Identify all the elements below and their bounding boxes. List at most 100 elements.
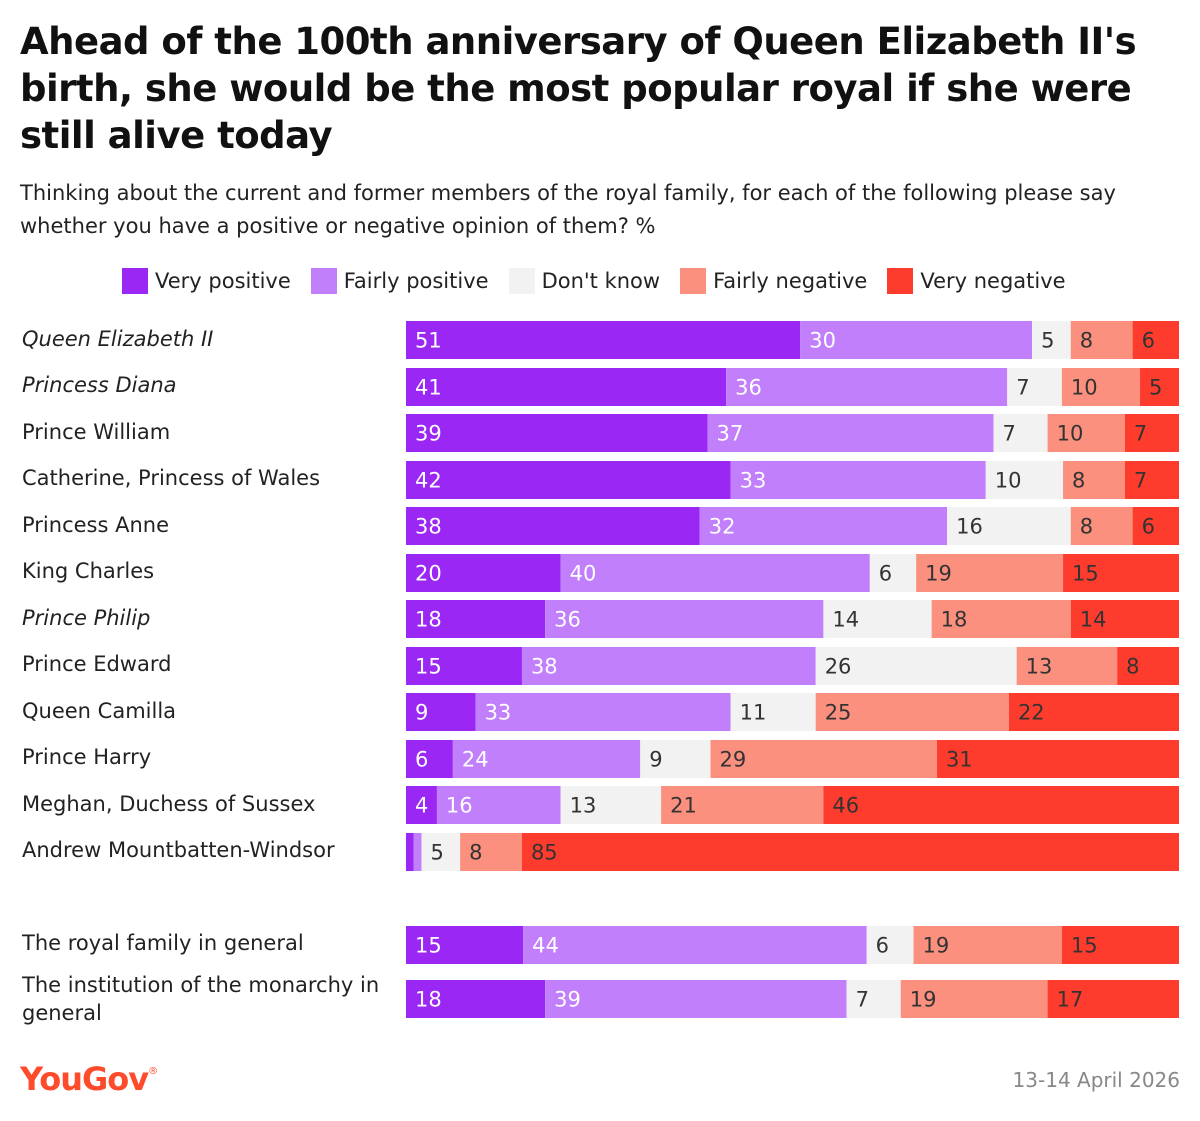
legend-item-4: Very negative [887, 268, 1066, 294]
data-label: 40 [570, 562, 597, 586]
data-label: 6 [879, 562, 892, 586]
data-label: 14 [1080, 608, 1107, 632]
legend-label: Don't know [541, 269, 661, 293]
bar-segment [1070, 600, 1179, 638]
data-label: 21 [670, 794, 697, 818]
data-label: 14 [832, 608, 859, 632]
bar-segment [947, 507, 1071, 545]
data-label: 29 [720, 748, 747, 772]
data-label: 16 [446, 794, 473, 818]
legend-swatch [310, 268, 337, 294]
legend-label: Fairly positive [343, 269, 489, 293]
data-label: 9 [649, 748, 662, 772]
legend-item-0: Very positive [122, 268, 291, 294]
bar-segment [699, 507, 948, 545]
bar-segment [436, 786, 561, 824]
data-label: 24 [462, 748, 489, 772]
data-label: 26 [825, 655, 852, 679]
bar-segment [730, 693, 816, 731]
legend: Very positive Fairly positive Don't know Fa… [122, 266, 1086, 296]
bar-segment [406, 461, 731, 499]
data-label: 6 [876, 934, 889, 958]
legend-swatch [508, 268, 535, 294]
bar-segment [406, 980, 546, 1018]
row-label: The institution of the monarchy in gener… [22, 973, 380, 1025]
bar-segment [869, 554, 917, 592]
data-label: 6 [1142, 515, 1155, 539]
bar-segment [1032, 321, 1071, 359]
data-label: 8 [1126, 655, 1139, 679]
legend-swatch [680, 268, 707, 294]
bar-segment [1007, 368, 1062, 406]
bar-segment [931, 600, 1071, 638]
data-label: 7 [1016, 376, 1029, 400]
yougov-logo: YouGov® [20, 1060, 159, 1098]
data-label: 42 [415, 469, 442, 493]
data-label: 17 [1057, 988, 1084, 1012]
bar-segment [916, 554, 1064, 592]
bar-segment [406, 926, 524, 964]
data-label: 10 [995, 469, 1022, 493]
data-label: 16 [956, 515, 983, 539]
data-label: 18 [415, 608, 442, 632]
bar-segment [406, 600, 546, 638]
bar-segment [1008, 693, 1179, 731]
data-label: 33 [740, 469, 767, 493]
data-label: 37 [716, 422, 743, 446]
bar-segment [726, 368, 1008, 406]
data-label: 30 [809, 329, 836, 353]
row-label: Prince Philip [22, 606, 151, 630]
row-label: Prince William [22, 420, 171, 444]
data-label: 36 [554, 608, 581, 632]
bar-segment [560, 786, 662, 824]
data-label: 15 [1072, 562, 1099, 586]
data-label: 5 [430, 841, 443, 865]
data-label: 9 [415, 701, 428, 725]
bar-segment [406, 693, 476, 731]
data-label: 8 [1080, 329, 1093, 353]
bar-segment [800, 321, 1033, 359]
bar-segment [560, 554, 870, 592]
bar-segment [452, 740, 641, 778]
bar-segment [730, 461, 986, 499]
data-label: 6 [1142, 329, 1155, 353]
bar-segment [710, 740, 937, 778]
data-label: 32 [709, 515, 736, 539]
legend-item-1: Fairly positive [310, 268, 489, 294]
bar-segment [545, 600, 824, 638]
data-label: 18 [415, 988, 442, 1012]
data-label: 36 [735, 376, 762, 400]
bar-segment [1124, 461, 1179, 499]
bar-segment [1063, 554, 1179, 592]
bar-segment [1061, 368, 1140, 406]
chart-title: Ahead of the 100th anniversary of Queen … [20, 20, 1137, 157]
row-label: King Charles [22, 559, 155, 583]
bar-segment [460, 833, 522, 871]
legend-swatch [887, 268, 914, 294]
bar-segment [913, 926, 1062, 964]
data-label: 25 [825, 701, 852, 725]
row-label: The royal family in general [22, 931, 304, 955]
data-label: 15 [1071, 934, 1098, 958]
data-label: 46 [832, 794, 859, 818]
row-label: Andrew Mountbatten-Windsor [22, 838, 335, 862]
data-label: 10 [1057, 422, 1084, 446]
row-label: Princess Diana [22, 373, 177, 397]
data-label: 8 [469, 841, 482, 865]
bar-segment [1070, 507, 1133, 545]
data-label: 38 [531, 655, 558, 679]
bar-segment [406, 321, 801, 359]
bar-segment [823, 600, 932, 638]
bar-segment [1070, 321, 1133, 359]
bar-segment [900, 980, 1048, 1018]
bar-segment [406, 647, 522, 685]
legend-swatch [122, 268, 148, 294]
bar-segment [475, 693, 731, 731]
data-label: 44 [532, 934, 559, 958]
row-label: Queen Elizabeth II [22, 327, 214, 351]
bar-segment [521, 833, 1179, 871]
brand-name: YouGov [20, 1060, 149, 1098]
data-label: 51 [415, 329, 442, 353]
row-label: Queen Camilla [22, 699, 177, 723]
